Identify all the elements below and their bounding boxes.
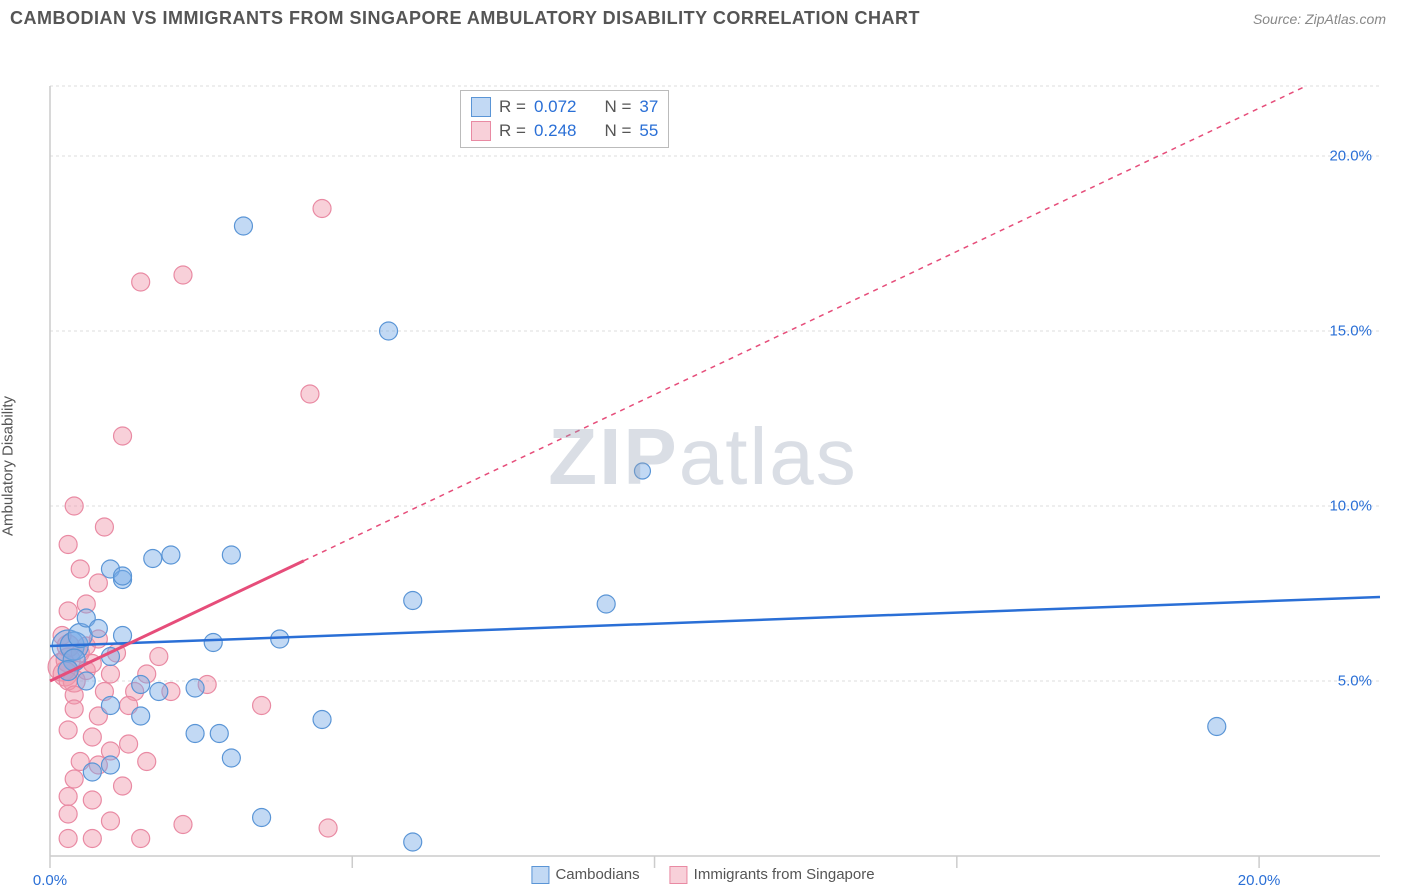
chart-title: CAMBODIAN VS IMMIGRANTS FROM SINGAPORE A… bbox=[10, 8, 920, 29]
r-label: R = bbox=[499, 97, 526, 117]
chart-header: CAMBODIAN VS IMMIGRANTS FROM SINGAPORE A… bbox=[0, 0, 1406, 33]
source-attribution: Source: ZipAtlas.com bbox=[1253, 11, 1386, 27]
r-label: R = bbox=[499, 121, 526, 141]
n-value: 55 bbox=[639, 121, 658, 141]
r-value: 0.248 bbox=[534, 121, 577, 141]
chart-area: Ambulatory Disability ZIPatlas R = 0.072… bbox=[0, 40, 1406, 892]
scatter-chart-svg bbox=[0, 40, 1406, 892]
n-value: 37 bbox=[639, 97, 658, 117]
x-tick-label: 0.0% bbox=[33, 872, 67, 889]
series-legend: Cambodians Immigrants from Singapore bbox=[531, 866, 874, 884]
legend-swatch bbox=[670, 866, 688, 884]
legend-swatch bbox=[531, 866, 549, 884]
correlation-row: R = 0.248 N = 55 bbox=[471, 119, 658, 143]
legend-item-cambodians: Cambodians bbox=[531, 866, 639, 884]
x-tick-label: 20.0% bbox=[1238, 872, 1281, 889]
legend-item-singapore: Immigrants from Singapore bbox=[670, 866, 875, 884]
y-tick-label: 20.0% bbox=[1329, 148, 1372, 165]
y-tick-label: 5.0% bbox=[1338, 673, 1372, 690]
correlation-legend: R = 0.072 N = 37 R = 0.248 N = 55 bbox=[460, 90, 669, 148]
legend-label: Immigrants from Singapore bbox=[694, 866, 875, 883]
y-axis-label: Ambulatory Disability bbox=[0, 396, 17, 536]
correlation-row: R = 0.072 N = 37 bbox=[471, 95, 658, 119]
r-value: 0.072 bbox=[534, 97, 577, 117]
legend-label: Cambodians bbox=[555, 866, 639, 883]
legend-swatch bbox=[471, 97, 491, 117]
n-label: N = bbox=[604, 97, 631, 117]
n-label: N = bbox=[604, 121, 631, 141]
y-tick-label: 15.0% bbox=[1329, 323, 1372, 340]
y-tick-label: 10.0% bbox=[1329, 498, 1372, 515]
legend-swatch bbox=[471, 121, 491, 141]
